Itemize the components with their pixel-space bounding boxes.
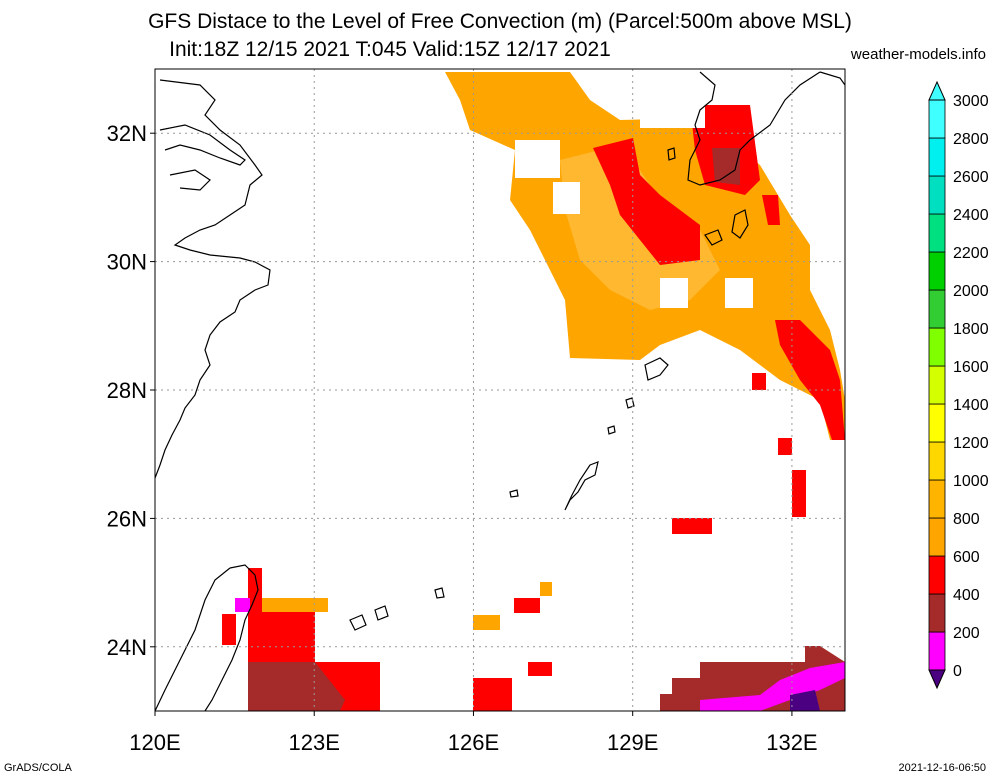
tick-label-lon: 129E <box>607 730 658 755</box>
coastline-island-3 <box>509 489 519 498</box>
colorbar-min-arrow <box>928 669 946 690</box>
colorbar-label: 1600 <box>953 359 989 376</box>
field-orange-south-2 <box>540 582 552 596</box>
field-red-south-3 <box>514 598 540 613</box>
coastline-tanegashima <box>731 209 749 239</box>
field-red-patch-2 <box>778 438 792 455</box>
field-gap <box>640 69 705 128</box>
tick-label-lon: 132E <box>766 730 817 755</box>
field-red-patch-1 <box>762 195 780 225</box>
colorbar-label: 1800 <box>953 321 989 338</box>
colorbar-label: 3000 <box>953 93 989 110</box>
colorbar-label: 0 <box>953 663 962 680</box>
chart-title-line2: Init:18Z 12/15 2021 T:045 Valid:15Z 12/1… <box>169 38 611 61</box>
tick-label-lat: 28N <box>107 378 147 403</box>
colorbar-segment <box>928 403 946 443</box>
tick-label-lat: 26N <box>107 506 147 531</box>
field-magenta-southeast <box>700 662 845 711</box>
tick-label-lat: 30N <box>107 250 147 275</box>
field-brown-northeast <box>712 148 740 185</box>
field-red-south-2 <box>528 662 552 676</box>
colorbar-segment <box>928 327 946 367</box>
field-gap <box>515 140 560 178</box>
colorbar-label: 200 <box>953 625 980 642</box>
colorbar-segment <box>928 137 946 177</box>
coastline-island-5 <box>349 614 367 631</box>
field-red-patch-5 <box>672 518 712 534</box>
longitude-axis: 120E 123E 126E 129E 132E <box>129 711 818 755</box>
coastline-china <box>155 79 271 479</box>
footer-software: GrADS/COLA <box>4 762 72 774</box>
source-credit: weather-models.info <box>850 46 986 63</box>
footer-timestamp: 2021-12-16-06:50 <box>898 762 986 774</box>
coastline-island-2 <box>607 425 616 435</box>
field-magenta-taiwan <box>235 598 250 612</box>
tick-label-lat: 32N <box>107 121 147 146</box>
field-red-patch-3 <box>792 470 806 517</box>
colorbar-label: 1400 <box>953 397 989 414</box>
tick-label-lat: 24N <box>107 635 147 660</box>
field-orange-south-1 <box>473 615 500 630</box>
colorbar-segment <box>928 517 946 557</box>
colorbar-segment <box>928 175 946 215</box>
field-red-taiwan-west <box>222 614 236 645</box>
colorbar-segment <box>928 631 946 671</box>
field-red-east-coast <box>775 320 845 440</box>
coastline-yakushima <box>704 229 723 246</box>
coastline-island-4 <box>434 587 445 599</box>
coastline-taiwan <box>155 564 259 711</box>
colorbar-label: 2200 <box>953 245 989 262</box>
colorbar-label: 2400 <box>953 207 989 224</box>
latitude-axis: 24N 26N 28N 30N 32N <box>107 121 155 660</box>
colorbar-segment <box>928 593 946 633</box>
tick-label-lon: 123E <box>289 730 340 755</box>
field-gap <box>725 278 753 308</box>
tick-label-lon: 126E <box>448 730 499 755</box>
colorbar-segment <box>928 555 946 595</box>
coastline-okinawa <box>564 461 599 511</box>
map-canvas: 120E 123E 126E 129E 132E 24N 26N 28N 30N 32N 0 20… <box>107 68 989 755</box>
colorbar: 0 200 400 600 800 1000 1200 1400 1600 1800 2000 220… <box>928 80 989 690</box>
coastline-island-7 <box>667 147 676 161</box>
field-orange-taiwan <box>262 598 328 612</box>
colorbar-label: 800 <box>953 511 980 528</box>
colorbar-label: 600 <box>953 549 980 566</box>
lfc-distance-field <box>222 69 845 711</box>
field-brown-taiwan <box>248 662 345 711</box>
colorbar-segment <box>928 251 946 291</box>
coastline-amami <box>644 357 669 381</box>
coastline-shikoku <box>819 71 845 86</box>
coastlines <box>155 71 845 711</box>
colorbar-label: 2800 <box>953 131 989 148</box>
colorbar-segment <box>928 289 946 329</box>
colorbar-segment <box>928 365 946 405</box>
coastline-yangtze <box>159 124 246 166</box>
field-red-northeast-1 <box>593 138 700 265</box>
coastline-island-6 <box>374 605 389 621</box>
coastline-kyushu <box>687 71 821 186</box>
colorbar-label: 2600 <box>953 169 989 186</box>
colorbar-label: 1000 <box>953 473 989 490</box>
colorbar-segment <box>928 441 946 481</box>
field-red-patch-4 <box>752 373 766 390</box>
colorbar-label: 2000 <box>953 283 989 300</box>
chart-title-line1: GFS Distace to the Level of Free Convect… <box>148 10 852 33</box>
colorbar-segment <box>928 213 946 253</box>
coastline-island-1 <box>625 397 635 409</box>
colorbar-segment <box>928 479 946 519</box>
colorbar-label: 1200 <box>953 435 989 452</box>
field-gap <box>660 278 688 308</box>
colorbar-max-arrow <box>928 80 946 101</box>
tick-label-lon: 120E <box>129 730 180 755</box>
map-grid <box>155 69 845 711</box>
coastline-shanghai <box>169 169 211 191</box>
field-indigo-southeast <box>790 690 820 711</box>
field-red-south-1 <box>473 678 512 711</box>
colorbar-label: 400 <box>953 587 980 604</box>
colorbar-segment <box>928 99 946 139</box>
field-gap <box>553 182 580 214</box>
